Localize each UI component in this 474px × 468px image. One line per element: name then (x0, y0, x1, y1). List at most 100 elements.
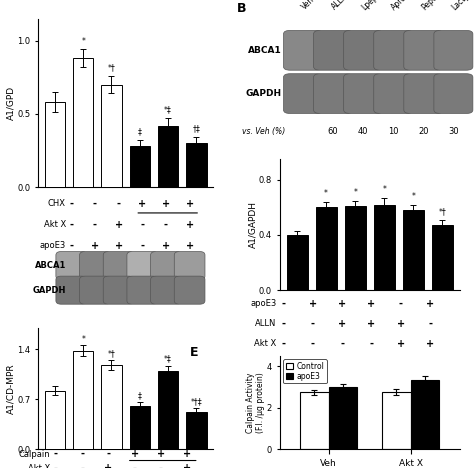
Text: †‡: †‡ (192, 125, 200, 134)
FancyBboxPatch shape (103, 276, 134, 304)
Text: -: - (164, 219, 168, 230)
Text: +: + (115, 241, 123, 251)
FancyBboxPatch shape (374, 30, 413, 70)
Text: -: - (106, 449, 110, 459)
Text: ALLN: ALLN (330, 0, 350, 12)
FancyBboxPatch shape (374, 73, 413, 113)
Bar (101, 365, 122, 449)
Text: -: - (54, 449, 58, 459)
FancyBboxPatch shape (283, 30, 322, 70)
FancyBboxPatch shape (434, 73, 473, 113)
Text: Calpain: Calpain (18, 450, 50, 459)
Text: -: - (80, 463, 84, 468)
Text: -: - (310, 339, 315, 349)
Text: GAPDH: GAPDH (246, 89, 282, 98)
Text: *: * (324, 190, 328, 198)
Bar (345, 206, 365, 290)
Text: +: + (91, 241, 99, 251)
Text: -: - (369, 339, 374, 349)
Text: Akt X: Akt X (28, 464, 50, 468)
FancyBboxPatch shape (127, 276, 158, 304)
Text: -: - (399, 299, 403, 308)
Text: ABCA1: ABCA1 (35, 261, 66, 270)
FancyBboxPatch shape (174, 252, 205, 280)
Text: *: * (411, 192, 415, 201)
Text: -: - (69, 198, 73, 209)
Text: GAPDH: GAPDH (33, 285, 66, 295)
Text: -: - (93, 198, 97, 209)
Text: 20: 20 (418, 126, 428, 136)
Bar (129, 146, 150, 187)
Text: *†: *† (108, 349, 115, 358)
Text: +: + (115, 219, 123, 230)
Text: *‡: *‡ (164, 106, 172, 115)
FancyBboxPatch shape (174, 276, 205, 304)
Text: ‡: ‡ (138, 391, 142, 400)
Bar (158, 371, 178, 449)
Y-axis label: A1/GAPDH: A1/GAPDH (248, 201, 257, 248)
Text: Aprotn: Aprotn (390, 0, 415, 12)
Text: +: + (185, 241, 194, 251)
Text: -: - (159, 463, 163, 468)
Text: Veh: Veh (300, 0, 316, 12)
Y-axis label: A1/CD-MPR: A1/CD-MPR (7, 363, 16, 414)
Text: +: + (397, 319, 405, 329)
Text: +: + (426, 299, 434, 308)
FancyBboxPatch shape (344, 30, 383, 70)
Text: -: - (80, 449, 84, 459)
Text: -: - (310, 319, 315, 329)
Bar (73, 351, 93, 449)
Bar (432, 225, 453, 290)
Text: *‡: *‡ (164, 355, 172, 364)
Text: ALLN: ALLN (255, 319, 277, 328)
Text: Lpeptn: Lpeptn (360, 0, 385, 12)
Text: 10: 10 (388, 126, 399, 136)
Text: 40: 40 (358, 126, 368, 136)
Text: *: * (383, 185, 386, 194)
Bar (329, 387, 357, 449)
FancyBboxPatch shape (80, 252, 110, 280)
Bar (382, 392, 410, 449)
Text: ABCA1: ABCA1 (248, 46, 282, 55)
Text: -: - (133, 463, 137, 468)
Text: +: + (138, 198, 146, 209)
Text: ‡: ‡ (138, 128, 142, 137)
Text: apoE3: apoE3 (40, 241, 66, 250)
Text: +: + (130, 449, 139, 459)
FancyBboxPatch shape (151, 252, 181, 280)
FancyBboxPatch shape (56, 252, 87, 280)
Text: -: - (140, 219, 144, 230)
FancyBboxPatch shape (404, 30, 443, 70)
FancyBboxPatch shape (151, 276, 181, 304)
Text: +: + (185, 198, 194, 209)
Text: -: - (281, 319, 285, 329)
Bar (158, 126, 178, 187)
Text: vs. Veh (%): vs. Veh (%) (242, 126, 285, 136)
Text: -: - (428, 319, 432, 329)
Text: 30: 30 (448, 126, 459, 136)
Text: -: - (117, 198, 120, 209)
Y-axis label: A1/GPD: A1/GPD (7, 86, 16, 120)
Text: +: + (338, 319, 346, 329)
Text: +: + (162, 198, 170, 209)
Text: Lactyn: Lactyn (450, 0, 474, 12)
Text: +: + (183, 449, 191, 459)
Text: +: + (309, 299, 317, 308)
FancyBboxPatch shape (344, 73, 383, 113)
Text: apoE3: apoE3 (250, 299, 277, 308)
Text: +: + (185, 219, 194, 230)
FancyBboxPatch shape (314, 30, 353, 70)
Bar (101, 85, 122, 187)
Text: B: B (237, 2, 247, 15)
Text: *: * (81, 37, 85, 46)
Text: -: - (69, 219, 73, 230)
FancyBboxPatch shape (103, 252, 134, 280)
FancyBboxPatch shape (314, 73, 353, 113)
Text: -: - (281, 339, 285, 349)
Bar (374, 205, 395, 290)
FancyBboxPatch shape (283, 73, 322, 113)
Text: CHX: CHX (48, 199, 66, 208)
Bar (410, 380, 439, 449)
Text: *: * (81, 335, 85, 344)
FancyBboxPatch shape (404, 73, 443, 113)
